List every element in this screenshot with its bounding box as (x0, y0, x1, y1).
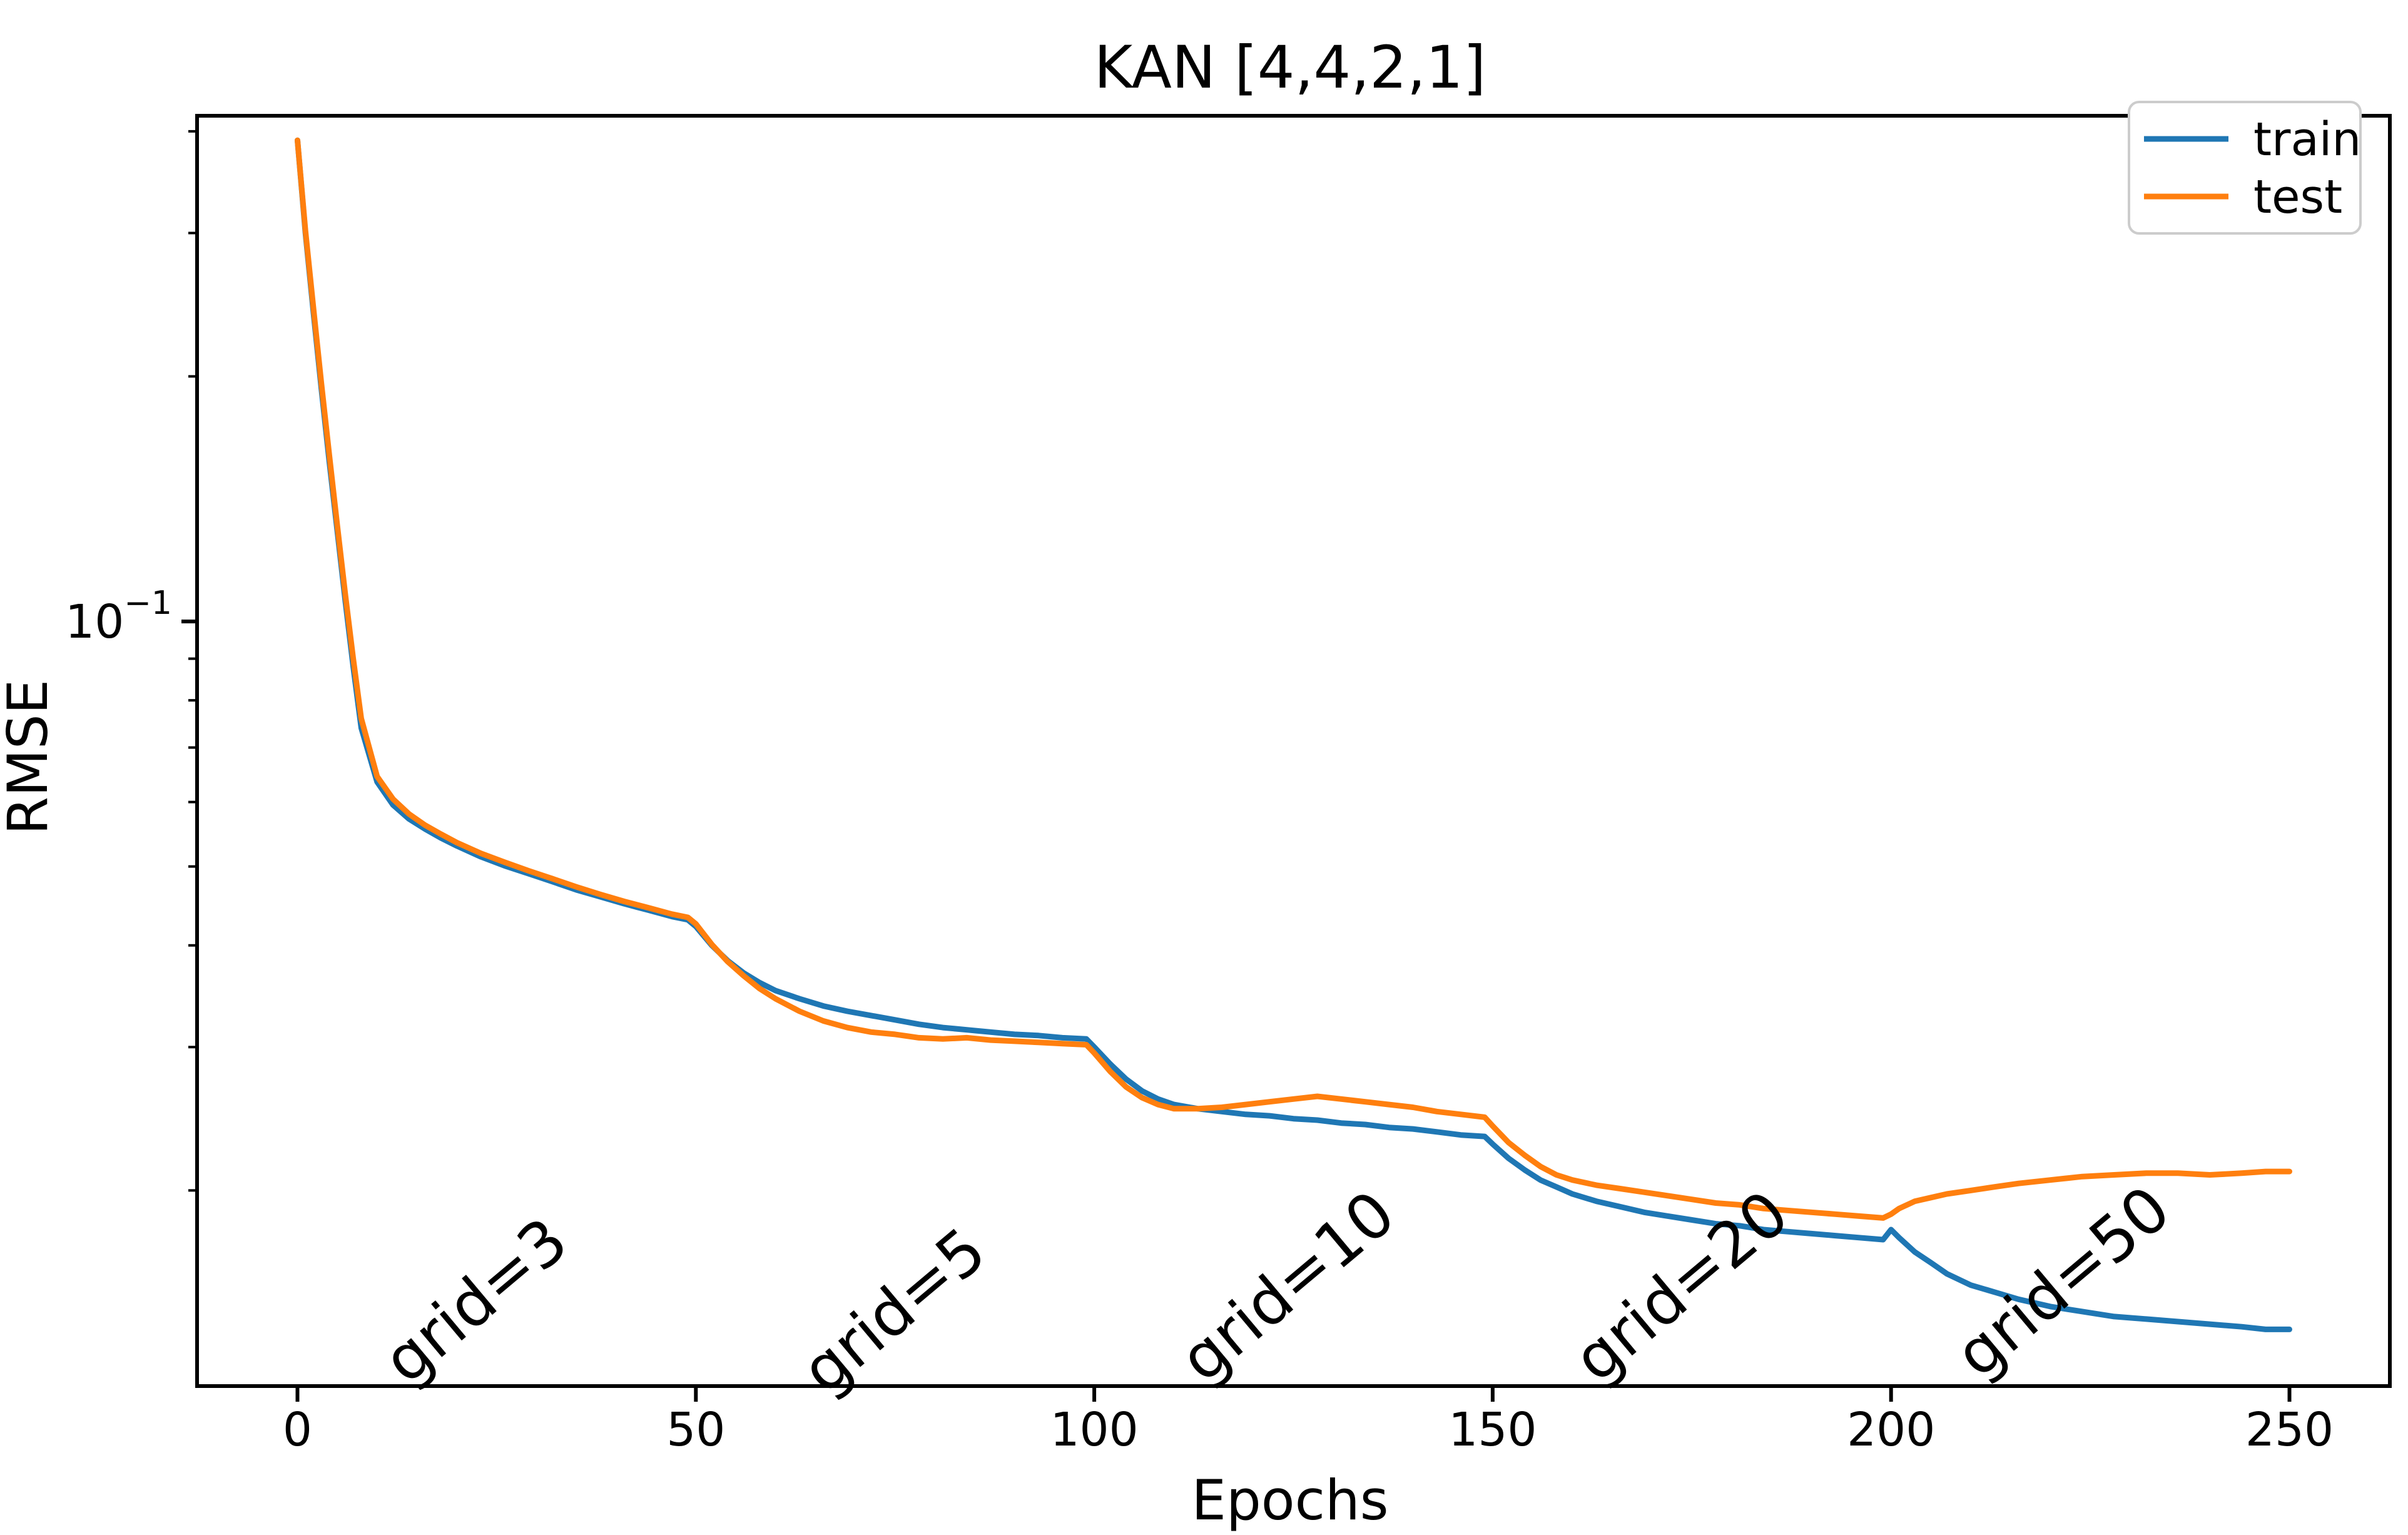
chart-title: KAN [4,4,2,1] (1094, 34, 1486, 102)
y-minor-ticks (188, 130, 197, 1192)
legend-box (2128, 101, 2362, 235)
grid-annotations: grid=3 grid=5 grid=10 grid=20 grid=50 (370, 1172, 2184, 1408)
x-tick-label: 200 (1847, 1403, 1935, 1457)
legend-label-test: test (2253, 170, 2342, 224)
annotation-grid-10: grid=10 (1166, 1176, 1408, 1396)
annotation-grid-50: grid=50 (1942, 1172, 2184, 1392)
x-tick-label: 100 (1050, 1403, 1138, 1457)
plot-frame (195, 114, 2392, 1388)
x-tick-label: 250 (2245, 1403, 2334, 1457)
x-major-ticks: 0 50 100 150 200 250 (283, 1386, 2334, 1457)
test-line (295, 137, 2292, 1221)
y-axis-label: RMSE (0, 680, 60, 835)
curves (295, 137, 2292, 1332)
y-tick-label: 10−1 (65, 584, 172, 649)
annotation-grid-3: grid=3 (370, 1203, 581, 1397)
x-tick-label: 50 (666, 1403, 725, 1457)
train-line (295, 137, 2292, 1332)
annotation-grid-20: grid=20 (1560, 1176, 1802, 1396)
annotation-grid-5: grid=5 (788, 1213, 1000, 1407)
x-axis-label: Epochs (1191, 1468, 1388, 1532)
y-major-ticks: 10−1 (65, 584, 197, 649)
x-tick-label: 150 (1448, 1403, 1537, 1457)
legend-label-train: train (2253, 113, 2361, 166)
x-tick-label: 0 (283, 1403, 312, 1457)
